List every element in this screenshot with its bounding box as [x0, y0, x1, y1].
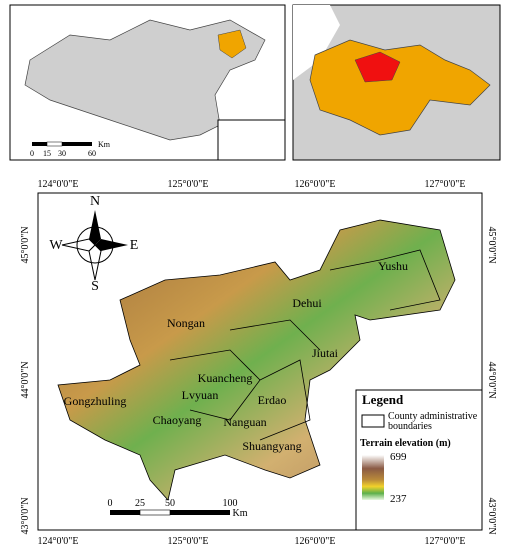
boundary-swatch	[361, 414, 385, 428]
jilin-province	[309, 39, 491, 136]
county-label: Lvyuan	[182, 388, 219, 402]
scale-unit: Km	[233, 508, 248, 519]
elevation-min: 237	[390, 493, 407, 505]
south-sea-inset	[217, 119, 286, 161]
scale-bar	[46, 141, 63, 147]
legend-boundary-label: County administrative boundaries	[388, 411, 478, 432]
county-label: Chaoyang	[153, 413, 202, 427]
scale-tick-label: 0	[30, 149, 34, 158]
scale-tick-label: 50	[165, 498, 175, 509]
county-label: Nanguan	[223, 415, 266, 429]
jilin-highlight	[217, 29, 247, 59]
compass-letter: W	[49, 238, 63, 253]
compass-letter: S	[91, 279, 99, 294]
legend-title: Legend	[362, 392, 404, 407]
scale-unit: Km	[98, 140, 111, 149]
sea-area	[293, 5, 340, 80]
longitude-label: 127°0'0"E	[425, 536, 466, 547]
elevation-ramp	[362, 455, 384, 500]
longitude-label: 127°0'0"E	[425, 179, 466, 190]
latitude-label: 45°0'0"N	[20, 226, 31, 263]
longitude-label: 124°0'0"E	[38, 536, 79, 547]
china-land	[24, 19, 266, 141]
elevation-title: Terrain elevation (m)	[360, 438, 451, 449]
study-area	[57, 219, 456, 501]
latitude-label: 43°0'0"N	[486, 497, 497, 534]
county-label: Yushu	[378, 259, 408, 273]
longitude-label: 125°0'0"E	[168, 179, 209, 190]
latitude-label: 44°0'0"N	[20, 361, 31, 398]
county-label: Jiutai	[312, 346, 339, 360]
county-boundaries	[169, 249, 441, 441]
scale-tick-label: 0	[108, 498, 113, 509]
scale-tick-label: 25	[135, 498, 145, 509]
latitude-label: 45°0'0"N	[486, 226, 497, 263]
latitude-label: 44°0'0"N	[486, 361, 497, 398]
longitude-label: 126°0'0"E	[295, 179, 336, 190]
scale-tick-label: 15	[43, 149, 51, 158]
longitude-label: 126°0'0"E	[295, 536, 336, 547]
county-label: Erdao	[258, 393, 287, 407]
changchun-highlight	[354, 51, 401, 83]
county-label: Gongzhuling	[64, 394, 127, 408]
elevation-max: 699	[390, 451, 407, 463]
compass-letter: E	[130, 238, 139, 253]
compass-rose	[61, 210, 128, 281]
county-label: Shuangyang	[242, 439, 301, 453]
county-label: Nongan	[167, 316, 205, 330]
latitude-label: 43°0'0"N	[20, 497, 31, 534]
scale-bar	[139, 509, 171, 516]
scale-tick-label: 30	[58, 149, 66, 158]
county-label: Kuancheng	[198, 371, 253, 385]
compass-letter: N	[90, 194, 100, 209]
scale-tick-label: 100	[223, 498, 238, 509]
county-label: Dehui	[292, 296, 322, 310]
scale-tick-label: 60	[88, 149, 96, 158]
longitude-label: 125°0'0"E	[168, 536, 209, 547]
longitude-label: 124°0'0"E	[38, 179, 79, 190]
